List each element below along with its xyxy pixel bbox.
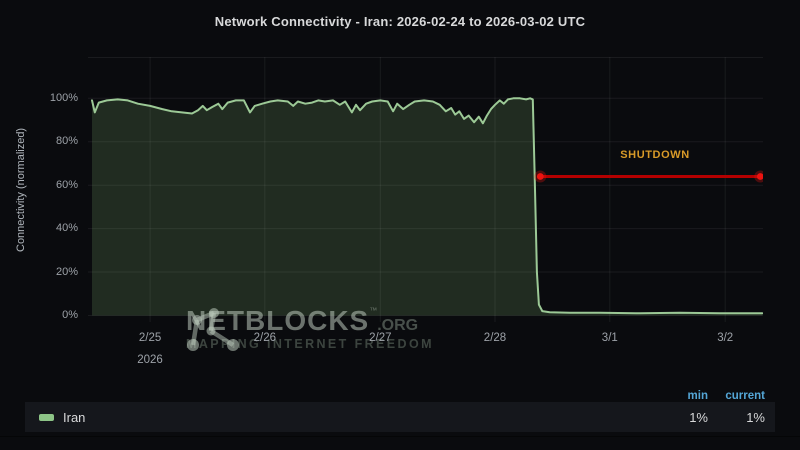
chart-plot: NETBLOCKS™.ORG MAPPING INTERNET FREEDOM … bbox=[88, 57, 763, 351]
legend-swatch bbox=[39, 413, 54, 421]
y-tick-label: 40% bbox=[55, 222, 78, 235]
legend-header-min[interactable]: min bbox=[687, 390, 708, 402]
legend-current-value: 1% bbox=[746, 409, 765, 425]
y-tick-label: 0% bbox=[62, 309, 78, 321]
shutdown-annotation-dot bbox=[536, 173, 544, 180]
legend-min-value: 1% bbox=[689, 409, 708, 425]
x-tick-label: 2/26 bbox=[253, 332, 276, 344]
series-line bbox=[91, 97, 763, 315]
y-axis-ticks: 0% 20% 40% 60% 80% 100% bbox=[0, 57, 82, 322]
legend-header-current[interactable]: current bbox=[725, 390, 765, 402]
series-area bbox=[92, 98, 763, 316]
y-tick-label: 80% bbox=[55, 135, 78, 148]
panel-title: Network Connectivity - Iran: 2026-02-24 … bbox=[214, 14, 586, 29]
x-tick-label: 2/25 bbox=[138, 332, 162, 344]
legend-series-label[interactable]: Iran bbox=[63, 409, 86, 425]
shutdown-annotation-dot bbox=[756, 173, 763, 180]
x-tick-label: 2/28 bbox=[483, 332, 507, 344]
chart-svg bbox=[88, 57, 763, 322]
x-axis-ticks: 2/25 2/26 2/27 2/28 3/1 3/2 bbox=[88, 332, 763, 346]
y-tick-label: 100% bbox=[49, 91, 78, 104]
x-tick-label: 3/2 bbox=[717, 332, 734, 344]
x-tick-label: 3/1 bbox=[601, 332, 618, 344]
x-axis-year-label: 2026 bbox=[137, 354, 163, 366]
y-tick-label: 20% bbox=[55, 265, 78, 278]
legend-row[interactable]: Iran 1% 1% bbox=[25, 402, 775, 432]
shutdown-annotation-label: SHUTDOWN bbox=[620, 149, 690, 161]
y-tick-label: 60% bbox=[55, 178, 78, 191]
bottom-divider bbox=[0, 436, 800, 437]
x-tick-label: 2/27 bbox=[369, 332, 392, 344]
